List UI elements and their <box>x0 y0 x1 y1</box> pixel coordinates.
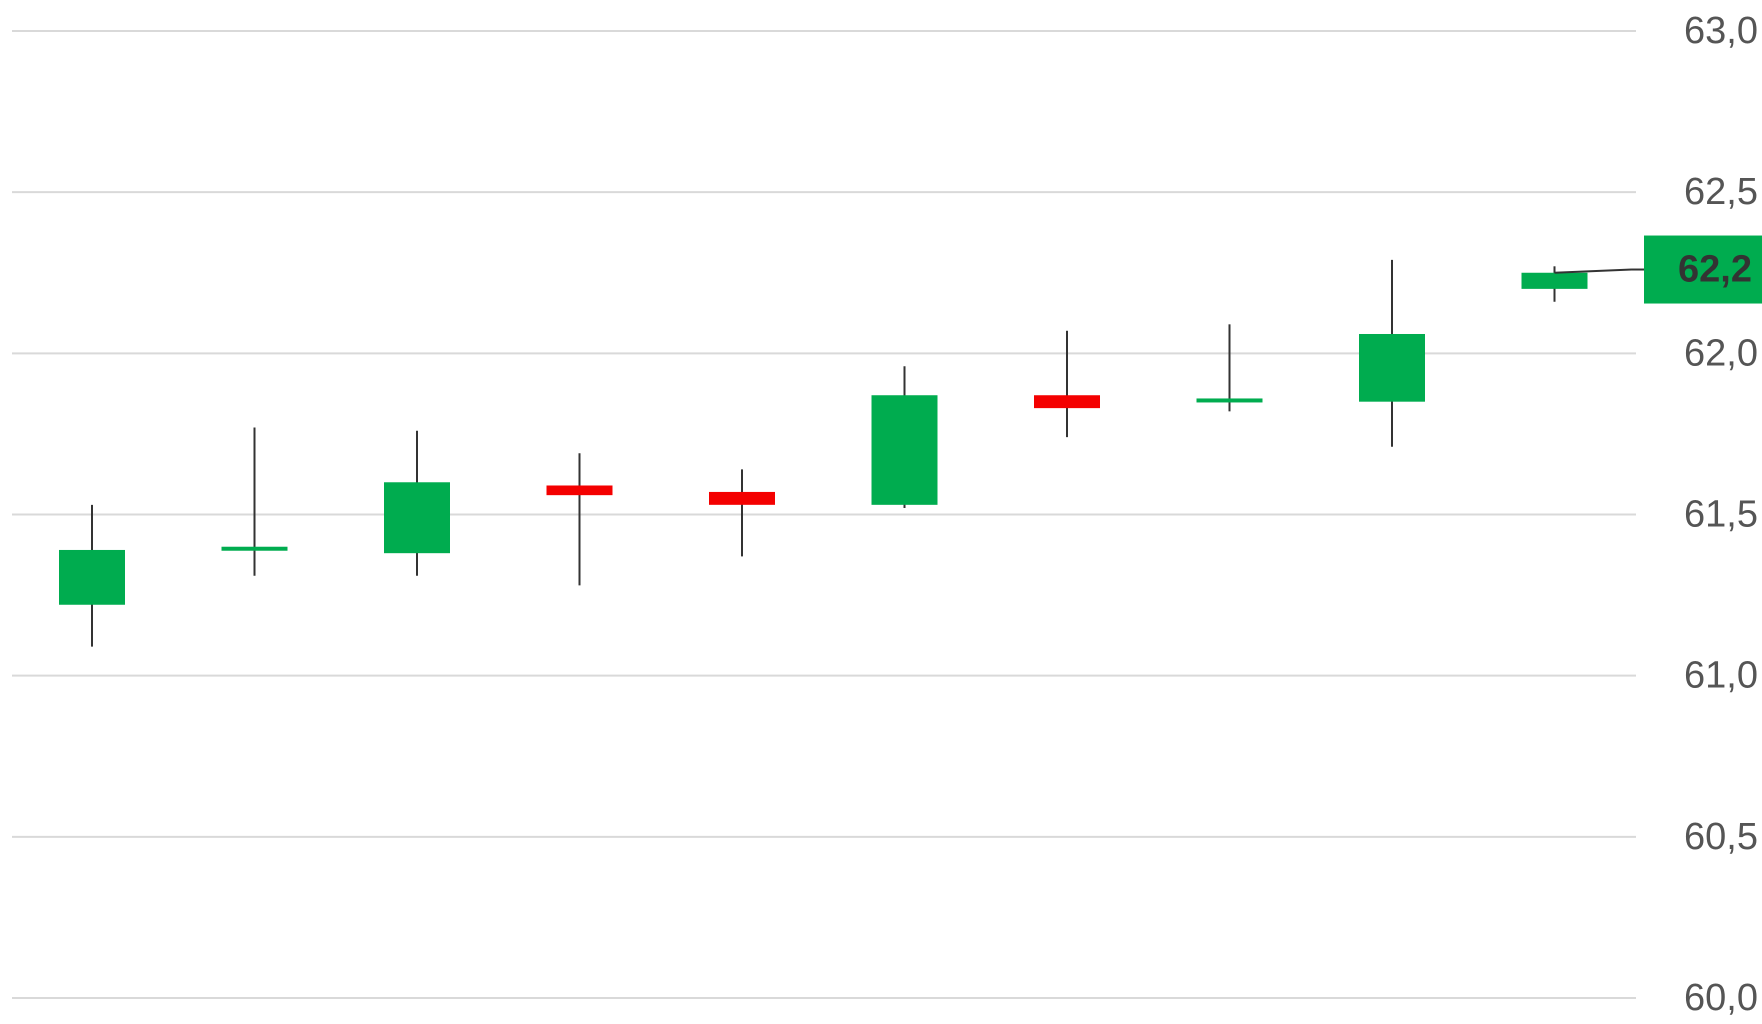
last-value-badge <box>1644 235 1762 304</box>
candle <box>871 366 938 509</box>
candle-body <box>871 395 938 505</box>
y-tick-label: 62,5 <box>1684 171 1758 213</box>
candle-body <box>1359 333 1425 402</box>
y-tick-label: 60,0 <box>1684 977 1758 1019</box>
candle-body <box>546 485 613 496</box>
grid-lines <box>12 30 1636 999</box>
y-tick-label: 61,0 <box>1684 655 1758 697</box>
y-tick-label: 60,5 <box>1684 816 1758 858</box>
candle-body <box>384 482 450 554</box>
candle <box>384 430 450 576</box>
last-value-connector <box>1554 268 1633 274</box>
candle <box>221 427 288 576</box>
candle <box>546 453 613 586</box>
last-value-marker: 62,2 <box>1554 235 1762 304</box>
candle-body <box>1034 395 1100 409</box>
y-tick-label: 63,0 <box>1684 10 1758 52</box>
candle-body <box>221 546 288 551</box>
last-value-label: 62,2 <box>1678 249 1752 291</box>
candle-body <box>1521 272 1588 289</box>
candle-body <box>709 491 775 505</box>
candle-body <box>59 549 125 605</box>
y-tick-label: 62,0 <box>1684 332 1758 374</box>
y-tick-label: 61,5 <box>1684 494 1758 536</box>
y-axis-tick-labels: 63,0 62,5 62,0 61,5 61,0 60,5 60,0 <box>1684 10 1758 1019</box>
candle-body <box>1196 398 1263 403</box>
candle <box>59 504 125 647</box>
candles <box>59 259 1588 647</box>
candle <box>1359 259 1425 447</box>
candle <box>709 469 775 557</box>
candle <box>1034 330 1100 438</box>
candle <box>1196 324 1263 412</box>
